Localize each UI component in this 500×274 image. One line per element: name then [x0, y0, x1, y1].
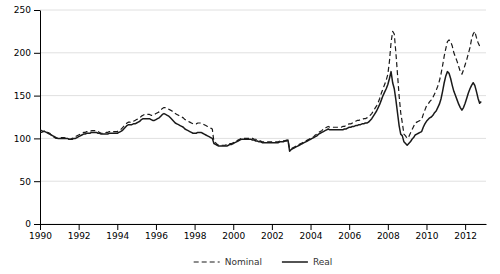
- grid-line: [40, 10, 486, 11]
- tick-label: 250: [14, 5, 31, 15]
- tick-label: 1990: [29, 231, 52, 241]
- tick-mark: [34, 10, 40, 11]
- tick: 1992: [68, 224, 91, 241]
- tick-mark: [465, 224, 466, 230]
- tick-mark: [34, 53, 40, 54]
- grid-line: [40, 181, 486, 182]
- tick-label: 1992: [68, 231, 91, 241]
- tick-label: 0: [25, 219, 31, 229]
- tick-mark: [195, 224, 196, 230]
- tick-mark: [34, 96, 40, 97]
- tick-mark: [233, 224, 234, 230]
- tick-mark: [34, 138, 40, 139]
- tick-label: 150: [14, 91, 31, 101]
- tick-label: 100: [14, 134, 31, 144]
- grid-line: [40, 95, 486, 96]
- tick-mark: [34, 224, 40, 225]
- tick: 1994: [106, 224, 129, 241]
- y-axis: 0 50 100 150 200 250: [14, 5, 41, 229]
- tick: 2012: [454, 224, 477, 241]
- line: [40, 72, 481, 152]
- tick: 100: [14, 134, 40, 144]
- tick: 1996: [145, 224, 168, 241]
- tick-label: 2002: [261, 231, 284, 241]
- tick: 250: [14, 5, 40, 15]
- legend-label: Nominal: [225, 257, 262, 267]
- tick: 1990: [29, 224, 52, 241]
- tick-mark: [34, 181, 40, 182]
- tick: 150: [14, 91, 40, 101]
- tick: 2002: [261, 224, 284, 241]
- axis-line: [40, 11, 41, 225]
- tick-label: 2006: [338, 231, 361, 241]
- tick: 0: [25, 219, 40, 229]
- tick-label: 1996: [145, 231, 168, 241]
- tick: 2008: [377, 224, 400, 241]
- tick-label: 2008: [377, 231, 400, 241]
- chart: 1990199219941996199820002002200420062008…: [0, 0, 500, 274]
- tick: 200: [14, 48, 40, 58]
- legend-item: Nominal: [194, 257, 262, 267]
- legend-swatch: [194, 261, 220, 262]
- legend-item: Real: [282, 257, 332, 267]
- grid-line: [40, 52, 486, 53]
- tick: 50: [20, 177, 40, 187]
- tick: 2010: [416, 224, 439, 241]
- legend: Nominal Real: [194, 257, 333, 267]
- tick-label: 200: [14, 48, 31, 58]
- grid-line: [40, 224, 486, 225]
- tick-label: 2000: [222, 231, 245, 241]
- tick: 1998: [184, 224, 207, 241]
- tick: 2004: [300, 224, 323, 241]
- tick-mark: [40, 224, 41, 230]
- tick: 2000: [222, 224, 245, 241]
- grid: [40, 10, 486, 224]
- tick: 2006: [338, 224, 361, 241]
- tick-label: 1994: [106, 231, 129, 241]
- tick-mark: [311, 224, 312, 230]
- grid-line: [40, 138, 486, 139]
- tick-label: 2010: [416, 231, 439, 241]
- x-axis: 1990 1992 1994 1996 1998 2000 2002 2004 2006 2008…: [29, 224, 486, 241]
- axis-line: [41, 224, 487, 225]
- tick-mark: [272, 224, 273, 230]
- legend-label: Real: [313, 257, 332, 267]
- tick-mark: [79, 224, 80, 230]
- tick-mark: [117, 224, 118, 230]
- lines: [40, 31, 481, 151]
- line: [40, 31, 481, 148]
- legend-swatch: [282, 261, 308, 263]
- tick-label: 2012: [454, 231, 477, 241]
- tick-label: 1998: [184, 231, 207, 241]
- tick-mark: [426, 224, 427, 230]
- plot: 1990199219941996199820002002200420062008…: [14, 5, 487, 241]
- tick-label: 2004: [300, 231, 323, 241]
- tick-mark: [156, 224, 157, 230]
- tick-mark: [349, 224, 350, 230]
- tick-label: 50: [20, 177, 32, 187]
- tick-mark: [388, 224, 389, 230]
